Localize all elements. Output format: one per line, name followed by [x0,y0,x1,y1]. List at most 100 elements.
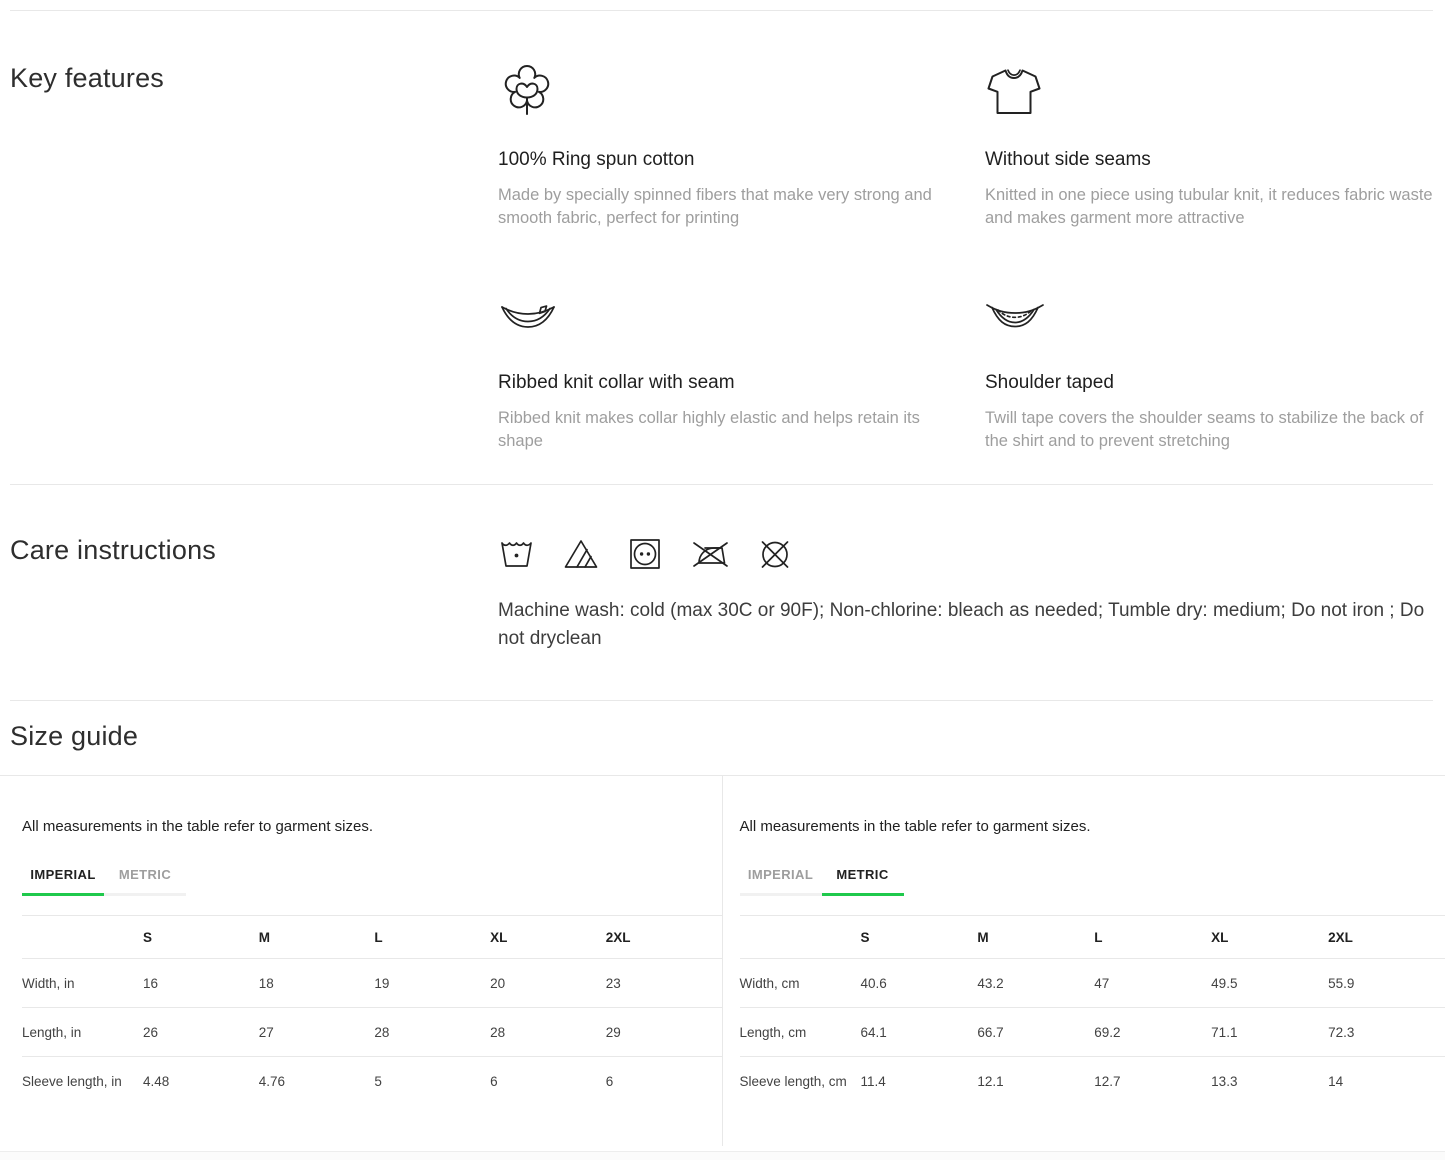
tab-metric[interactable]: METRIC [821,867,904,896]
cell: 40.6 [860,975,887,991]
feature-shoulder-taped: Shoulder taped Twill tape covers the sho… [985,286,1435,453]
header-cell: M [258,929,270,945]
feature-description: Made by specially spinned fibers that ma… [498,186,932,227]
cell: 13.3 [1211,1073,1238,1089]
size-tables: All measurements in the table refer to g… [0,776,1445,1146]
shoulder-tape-icon [985,286,1435,344]
cell: 14 [1328,1073,1344,1089]
cell: 12.7 [1094,1073,1121,1089]
cell: 28 [374,1024,390,1040]
row-label: Length, cm [739,1024,807,1040]
table-row: Width, in 16 18 19 20 23 [22,958,722,1008]
cell: 26 [143,1024,159,1040]
divider-bottom [0,1151,1445,1160]
features-grid: 100% Ring spun cotton Made by specially … [498,63,1445,453]
care-instructions-section: Care instructions [0,485,1445,700]
cell: 19 [374,975,390,991]
cell: 69.2 [1094,1024,1121,1040]
do-not-iron-icon [690,535,730,573]
tab-imperial[interactable]: IMPERIAL [739,867,822,896]
cell: 12.1 [977,1073,1004,1089]
cell: 18 [258,975,274,991]
tab-metric[interactable]: METRIC [104,867,186,896]
cell: 5 [374,1073,382,1089]
cell: 23 [605,975,621,991]
header-cell: XL [1211,929,1229,945]
cell: 6 [605,1073,614,1089]
tshirt-icon [985,63,1435,121]
cotton-icon [498,63,945,121]
header-cell: M [977,929,989,945]
key-features-heading: Key features [10,63,164,93]
row-label: Sleeve length, in [22,1073,122,1089]
care-instructions-heading: Care instructions [10,535,216,565]
header-cell: L [374,929,383,945]
table-row: Length, cm 64.1 66.7 69.2 71.1 72.3 [739,1007,1445,1057]
machine-wash-cold-icon [498,535,536,573]
cell: 55.9 [1328,975,1355,991]
tumble-dry-medium-icon [626,535,664,573]
cell: 27 [258,1024,274,1040]
size-table-imperial: S M L XL 2XL Width, in 16 18 19 20 23 Le… [22,915,722,1106]
measurements-note: All measurements in the table refer to g… [22,818,373,835]
key-features-section: Key features 100% Ring spun cotton Made … [0,11,1445,484]
cell: 43.2 [977,975,1004,991]
header-cell [22,916,143,959]
tab-imperial[interactable]: IMPERIAL [22,867,104,896]
row-label: Length, in [22,1024,82,1040]
feature-description: Twill tape covers the shoulder seams to … [985,409,1424,450]
cell: 29 [605,1024,621,1040]
cell: 4.48 [143,1073,170,1089]
cell: 49.5 [1211,975,1238,991]
cell: 4.76 [258,1073,285,1089]
divider-size-guide [10,700,1433,701]
feature-title: Shoulder taped [985,372,1114,393]
header-cell [740,916,861,959]
care-icons-row [498,535,1433,573]
unit-tabs: IMPERIAL METRIC [22,867,722,896]
collar-icon [498,286,945,344]
cell: 47 [1094,975,1110,991]
feature-without-side-seams: Without side seams Knitted in one piece … [985,63,1435,230]
header-cell: S [143,929,153,945]
row-label: Sleeve length, cm [739,1073,847,1089]
header-cell: 2XL [1328,929,1353,945]
feature-ribbed-knit-collar: Ribbed knit collar with seam Ribbed knit… [498,286,945,453]
feature-title: Without side seams [985,149,1151,170]
feature-ring-spun-cotton: 100% Ring spun cotton Made by specially … [498,63,945,230]
measurements-note: All measurements in the table refer to g… [739,818,1091,835]
feature-title: Ribbed knit collar with seam [498,372,735,393]
divider-tables-top [0,775,1445,776]
cell: 20 [490,975,506,991]
table-header-row: S M L XL 2XL [739,915,1445,959]
non-chlorine-bleach-icon [562,535,600,573]
table-header-row: S M L XL 2XL [22,915,722,959]
cell: 6 [490,1073,498,1089]
care-instructions-text: Machine wash: cold (max 30C or 90F); Non… [498,600,1425,649]
divider-care [10,484,1433,485]
row-label: Width, in [22,975,75,991]
do-not-dryclean-icon [756,535,794,573]
cell: 66.7 [977,1024,1004,1040]
cell: 28 [490,1024,506,1040]
table-row: Length, in 26 27 28 28 29 [22,1007,722,1057]
header-cell: S [860,929,870,945]
feature-description: Knitted in one piece using tubular knit,… [985,186,1433,227]
unit-tabs: IMPERIAL METRIC [739,867,1445,896]
size-table-metric: S M L XL 2XL Width, cm 40.6 43.2 47 49.5… [739,915,1445,1106]
cell: 72.3 [1328,1024,1355,1040]
divider-top [10,10,1433,11]
cell: 11.4 [860,1073,886,1089]
table-row: Sleeve length, cm 11.4 12.1 12.7 13.3 14 [739,1056,1445,1106]
size-guide-header: Size guide [0,701,1445,775]
header-cell: L [1094,929,1103,945]
row-label: Width, cm [739,975,800,991]
cell: 64.1 [860,1024,887,1040]
table-row: Sleeve length, in 4.48 4.76 5 6 6 [22,1056,722,1106]
header-cell: XL [490,929,508,945]
feature-title: 100% Ring spun cotton [498,149,695,170]
size-panel-imperial: All measurements in the table refer to g… [0,776,723,1146]
size-guide-heading: Size guide [10,721,139,751]
header-cell: 2XL [605,929,631,945]
cell: 71.1 [1211,1024,1238,1040]
